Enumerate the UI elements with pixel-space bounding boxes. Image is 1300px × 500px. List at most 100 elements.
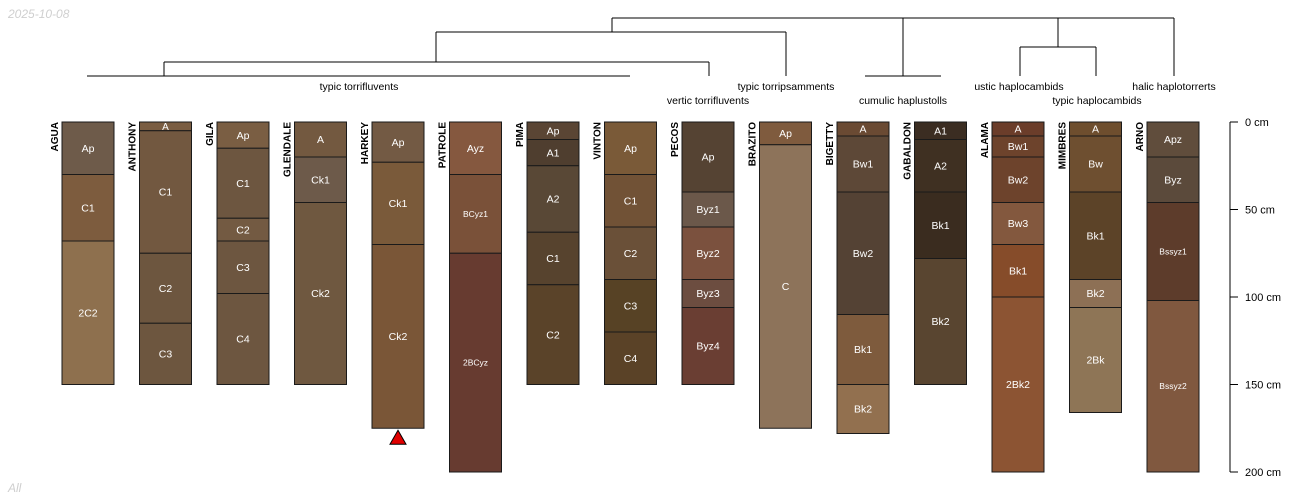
depth-tick-label: 0 cm — [1245, 117, 1269, 129]
profile-gila: GILA Ap C1 C2 C3 C4 — [205, 121, 270, 385]
horizon-label: 2Bk — [1086, 355, 1105, 367]
horizon-label: C4 — [624, 353, 638, 365]
horizon-label: C3 — [159, 349, 173, 361]
horizon-label: Bw1 — [1008, 141, 1029, 153]
horizon-label: C2 — [159, 283, 173, 295]
horizon — [216, 121, 270, 149]
taxon-label: typic haplocambids — [1052, 95, 1141, 107]
horizon — [991, 244, 1045, 298]
horizon — [836, 191, 890, 315]
horizon — [526, 139, 580, 167]
horizon — [604, 174, 657, 228]
horizon — [604, 121, 657, 175]
profile-agua: AGUA Ap C1 2C2 — [50, 121, 115, 385]
profile-name: GABALDON — [903, 122, 914, 180]
horizon-label: C1 — [81, 202, 95, 214]
profile-name: GLENDALE — [283, 122, 294, 177]
horizon-label: A — [162, 122, 169, 133]
horizon-label: Byz2 — [696, 248, 720, 260]
profile-name: GILA — [205, 122, 216, 146]
profile-name: BRAZITO — [748, 122, 759, 166]
profile-anthony: ANTHONY A C1 C2 C3 — [128, 121, 192, 385]
horizon-label: Byz3 — [696, 288, 720, 300]
horizon — [449, 174, 502, 254]
taxon-label: cumulic haplustolls — [859, 95, 947, 107]
horizon-label: Ayz — [467, 143, 484, 155]
depth-tick-label: 200 cm — [1245, 467, 1281, 479]
horizon-label: Bk1 — [1086, 230, 1104, 242]
profile-name: ARNO — [1135, 122, 1146, 152]
horizon-label: C1 — [546, 253, 560, 265]
profile-name: ALAMA — [980, 122, 991, 158]
horizon-label: Ap — [547, 125, 560, 137]
horizon-label: Ap — [392, 137, 405, 149]
profile-bigetty: BIGETTY A Bw1 Bw2 Bk1 Bk2 — [825, 121, 890, 434]
profile-gabaldon: GABALDON A1 A2 Bk1 Bk2 — [903, 121, 967, 385]
horizon-label: Bk2 — [931, 316, 949, 328]
profile-name: VINTON — [593, 122, 604, 160]
horizon-label: Ck2 — [311, 288, 330, 300]
horizon — [1146, 202, 1200, 301]
horizon-label: 2BCyz — [463, 358, 488, 368]
horizon-label: Bw3 — [1008, 218, 1029, 230]
horizon — [61, 174, 115, 242]
horizon-label: Ck1 — [311, 174, 330, 186]
horizon — [991, 156, 1045, 203]
profile-alama: ALAMA A Bw1 Bw2 Bw3 Bk1 2Bk2 — [980, 121, 1045, 473]
horizon — [681, 191, 735, 228]
horizon-label: Byz1 — [696, 204, 720, 216]
horizon — [61, 121, 115, 175]
horizon — [371, 244, 425, 429]
taxon-label: typic torrifluvents — [320, 81, 399, 93]
horizon — [914, 191, 967, 259]
profile-brazito: BRAZITO Ap C — [748, 121, 812, 429]
horizon-label: Apz — [1164, 134, 1182, 146]
horizon-label: C4 — [236, 334, 250, 346]
horizon-label: Bk1 — [1009, 265, 1027, 277]
horizon-label: Bk2 — [1086, 288, 1104, 300]
footer-label: All — [8, 481, 22, 495]
horizon-label: A — [1014, 124, 1021, 136]
horizon-label: C — [782, 281, 790, 293]
horizon — [1069, 135, 1122, 193]
horizon — [681, 307, 735, 385]
horizon-label: Bssyz1 — [1159, 246, 1187, 256]
horizon-label: C3 — [624, 300, 638, 312]
profile-patrole: PATROLE Ayz BCyz1 2BCyz — [438, 121, 502, 473]
horizon — [449, 121, 502, 175]
horizon — [604, 279, 657, 333]
horizon — [526, 284, 580, 385]
depth-marker-icon — [389, 429, 407, 445]
profile-name: MIMBRES — [1058, 122, 1069, 170]
taxon-label: halic haplotorrerts — [1132, 81, 1215, 93]
horizon-label: 2C2 — [78, 307, 97, 319]
horizon — [139, 130, 192, 254]
horizon — [449, 252, 502, 473]
horizon-label: A — [859, 124, 866, 136]
horizon-label: Bw — [1088, 159, 1103, 171]
horizon — [604, 226, 657, 280]
horizon — [139, 252, 192, 324]
horizon — [681, 279, 735, 308]
profile-name: AGUA — [50, 122, 61, 151]
profile-name: ANTHONY — [128, 122, 139, 172]
taxon-label: ustic haplocambids — [974, 81, 1063, 93]
horizon — [61, 240, 115, 385]
horizon-label: Ap — [624, 143, 637, 155]
horizon-label: 2Bk2 — [1006, 379, 1030, 391]
horizon — [216, 147, 270, 219]
profile-pima: PIMA Ap A1 A2 C1 C2 — [515, 121, 580, 385]
horizon-label: BCyz1 — [463, 209, 488, 219]
horizon-label: Bk1 — [854, 344, 872, 356]
profile-name: PATROLE — [438, 122, 449, 169]
horizon-label: Ap — [82, 143, 95, 155]
horizon — [294, 121, 347, 158]
horizon-label: Bk1 — [931, 220, 949, 232]
horizon-label: A — [1092, 124, 1099, 136]
horizon-label: A2 — [934, 160, 947, 172]
horizon — [139, 322, 192, 385]
horizon — [759, 144, 812, 429]
taxon-label: typic torripsamments — [738, 81, 835, 93]
horizon — [216, 293, 270, 385]
